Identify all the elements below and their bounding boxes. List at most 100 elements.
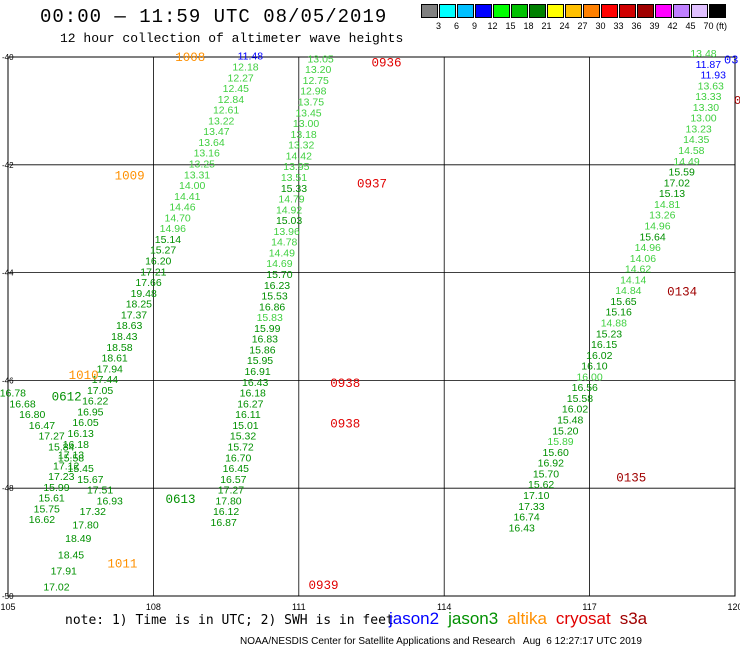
pass-time-label: 1010 bbox=[69, 369, 99, 383]
pass-time-label: 0938 bbox=[330, 418, 360, 432]
wave-height-value: 12.84 bbox=[218, 94, 244, 106]
wave-height-value: 13.25 bbox=[189, 158, 215, 170]
wave-height-value: 17.12 bbox=[53, 460, 79, 472]
wave-height-value: 17.44 bbox=[92, 374, 118, 386]
wave-height-value: 13.22 bbox=[208, 115, 234, 127]
wave-height-value: 16.70 bbox=[225, 452, 251, 464]
color-scale-tick: 33 bbox=[613, 21, 624, 31]
wave-height-value: 15.70 bbox=[266, 269, 292, 281]
wave-height-value: 17.27 bbox=[218, 485, 244, 497]
wave-height-value: 13.47 bbox=[203, 126, 229, 138]
lon-tick-label: 117 bbox=[582, 602, 596, 612]
wave-height-value: 14.70 bbox=[164, 212, 190, 224]
lat-tick-label: -46 bbox=[2, 376, 14, 385]
pass-time-label: 1008 bbox=[175, 51, 205, 65]
wave-height-value: 16.78 bbox=[0, 388, 26, 400]
wave-height-value: 15.23 bbox=[596, 328, 622, 340]
wave-height-value: 14.96 bbox=[160, 223, 186, 235]
lat-tick-label: -40 bbox=[2, 53, 14, 62]
wave-height-value: 15.14 bbox=[155, 234, 181, 246]
pass-time-label: 0613 bbox=[166, 493, 196, 507]
wave-height-value: 15.59 bbox=[669, 167, 695, 179]
legend-jason2: jason2 bbox=[389, 609, 440, 628]
wave-height-value: 15.48 bbox=[557, 415, 583, 427]
wave-height-value: 16.20 bbox=[145, 256, 171, 268]
color-scale-tick: 9 bbox=[471, 21, 477, 31]
map-title: 00:00 — 11:59 UTC 08/05/2019 bbox=[40, 6, 388, 28]
wave-height-value: 14.79 bbox=[278, 194, 304, 206]
color-scale-tick: 6 bbox=[453, 21, 459, 31]
wave-height-value: 18.61 bbox=[101, 353, 127, 365]
wave-height-value: 16.27 bbox=[237, 398, 263, 410]
legend-s3a: s3a bbox=[619, 609, 648, 628]
wave-height-value: 16.10 bbox=[581, 361, 607, 373]
wave-height-value: 14.49 bbox=[269, 247, 295, 259]
wave-height-value: 15.13 bbox=[659, 188, 685, 200]
color-scale-tick: 12 bbox=[487, 21, 498, 31]
color-swatch bbox=[457, 4, 474, 18]
wave-height-value: 17.32 bbox=[80, 506, 106, 518]
wave-height-value: 15.01 bbox=[232, 420, 258, 432]
lat-tick-label: -50 bbox=[2, 592, 14, 601]
color-swatch bbox=[547, 4, 564, 18]
wave-height-value: 15.72 bbox=[227, 441, 253, 453]
pass-time-label: 0 bbox=[734, 94, 740, 108]
wave-height-value: 16.91 bbox=[244, 366, 270, 378]
lon-tick-label: 105 bbox=[0, 602, 15, 612]
wave-height-value: 16.43 bbox=[509, 522, 535, 534]
wave-height-value: 15.60 bbox=[543, 447, 569, 459]
wave-height-value: 17.33 bbox=[518, 501, 544, 513]
wave-height-value: 16.45 bbox=[223, 463, 249, 475]
wave-height-value: 16.05 bbox=[72, 417, 98, 429]
wave-height-value: 13.05 bbox=[307, 53, 333, 65]
wave-height-value: 17.21 bbox=[140, 266, 166, 278]
lon-tick-label: 108 bbox=[146, 602, 161, 612]
color-swatch bbox=[637, 4, 654, 18]
pass-time-label: 1011 bbox=[107, 558, 137, 572]
lat-lon-grid bbox=[8, 57, 735, 596]
map-subtitle: 12 hour collection of altimeter wave hei… bbox=[60, 31, 404, 46]
color-swatch bbox=[421, 4, 438, 18]
pass-time-label: 0134 bbox=[667, 285, 697, 299]
wave-height-value: 13.95 bbox=[283, 161, 309, 173]
legend-altika: altika bbox=[507, 609, 547, 628]
wave-height-value: 17.13 bbox=[58, 450, 84, 462]
wave-height-value: 13.00 bbox=[690, 113, 716, 125]
wave-height-value: 13.16 bbox=[194, 148, 220, 160]
lon-tick-label: 111 bbox=[292, 602, 306, 612]
wave-height-value: 15.27 bbox=[150, 245, 176, 257]
wave-height-value: 12.45 bbox=[223, 83, 249, 95]
satellite-legend: jason2 jason3 altika cryosat s3a bbox=[389, 609, 656, 629]
wave-height-value: 16.13 bbox=[68, 428, 94, 440]
wave-height-value: 16.83 bbox=[252, 334, 278, 346]
color-scale-tick: 39 bbox=[649, 21, 660, 31]
wave-height-value: 13.23 bbox=[686, 123, 712, 135]
plot-border bbox=[7, 56, 736, 597]
wave-height-value: 15.58 bbox=[58, 452, 84, 464]
wave-height-value: 17.91 bbox=[51, 565, 77, 577]
wave-height-value: 14.78 bbox=[271, 237, 297, 249]
wave-height-value: 17.27 bbox=[38, 431, 64, 443]
color-swatch bbox=[709, 4, 726, 18]
wave-height-value: 11.48 bbox=[238, 51, 264, 63]
wave-height-value: 12.18 bbox=[232, 61, 258, 73]
lon-tick-label: 120 bbox=[727, 602, 740, 612]
wave-height-value: 15.67 bbox=[77, 474, 103, 486]
footer-note: note: 1) Time is in UTC; 2) SWH is in fe… bbox=[65, 613, 394, 628]
wave-height-value: 16.15 bbox=[591, 339, 617, 351]
wave-height-value: 17.94 bbox=[97, 363, 123, 375]
wave-height-value: 13.51 bbox=[281, 172, 307, 184]
color-swatch bbox=[619, 4, 636, 18]
color-swatch bbox=[565, 4, 582, 18]
color-scale-tick: 30 bbox=[595, 21, 606, 31]
wave-height-value: 11.93 bbox=[700, 70, 726, 82]
wave-height-value: 12.98 bbox=[300, 86, 326, 98]
pass-time-label: 0135 bbox=[616, 471, 646, 485]
wave-height-value: 14.41 bbox=[174, 191, 200, 203]
wave-height-value: 16.74 bbox=[513, 512, 539, 524]
color-swatch bbox=[583, 4, 600, 18]
wave-height-value: 16.02 bbox=[586, 350, 612, 362]
wave-height-value: 17.05 bbox=[87, 385, 113, 397]
wave-height-value: 15.86 bbox=[249, 344, 275, 356]
wave-height-value: 14.81 bbox=[654, 199, 680, 211]
